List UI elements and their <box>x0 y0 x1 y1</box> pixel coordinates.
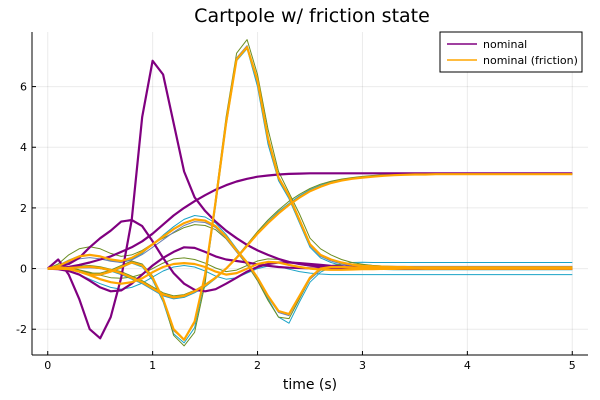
tick-labels: 0 1 2 3 4 5 -2 0 2 4 6 <box>16 81 576 372</box>
x-tick-label: 1 <box>149 359 156 372</box>
x-tick-label: 0 <box>44 359 51 372</box>
legend: nominal nominal (friction) <box>439 31 583 73</box>
series-line-sample-teal-9 <box>47 48 573 344</box>
series-layer <box>46 39 573 347</box>
x-tick-label: 5 <box>569 359 576 372</box>
series-line-sample-teal-11 <box>47 265 573 290</box>
grid <box>32 32 588 355</box>
legend-box <box>439 31 583 73</box>
x-tick-label: 2 <box>254 359 261 372</box>
y-tick-label: 2 <box>20 202 27 215</box>
y-tick-label: 4 <box>20 141 27 154</box>
axes <box>31 32 588 356</box>
series-line-nominal-1 <box>46 59 573 340</box>
y-tick-label: -2 <box>16 323 27 336</box>
series-line-friction-7 <box>47 260 573 285</box>
series-line-sample-teal-10 <box>47 215 573 324</box>
y-tick-label: 6 <box>20 81 27 94</box>
x-tick-label: 4 <box>464 359 471 372</box>
legend-label-friction: nominal (friction) <box>483 54 578 67</box>
x-tick-label: 3 <box>359 359 366 372</box>
y-tick-label: 0 <box>20 263 27 276</box>
legend-label-nominal: nominal <box>483 38 527 51</box>
series-line-friction-4 <box>47 173 573 299</box>
series-line-sample-slate-17 <box>47 45 573 341</box>
series-line-sample-olive-13 <box>47 39 573 347</box>
x-axis-label: time (s) <box>283 377 337 393</box>
series-line-friction-5 <box>47 46 573 341</box>
chart-title: Cartpole w/ friction state <box>194 5 430 27</box>
